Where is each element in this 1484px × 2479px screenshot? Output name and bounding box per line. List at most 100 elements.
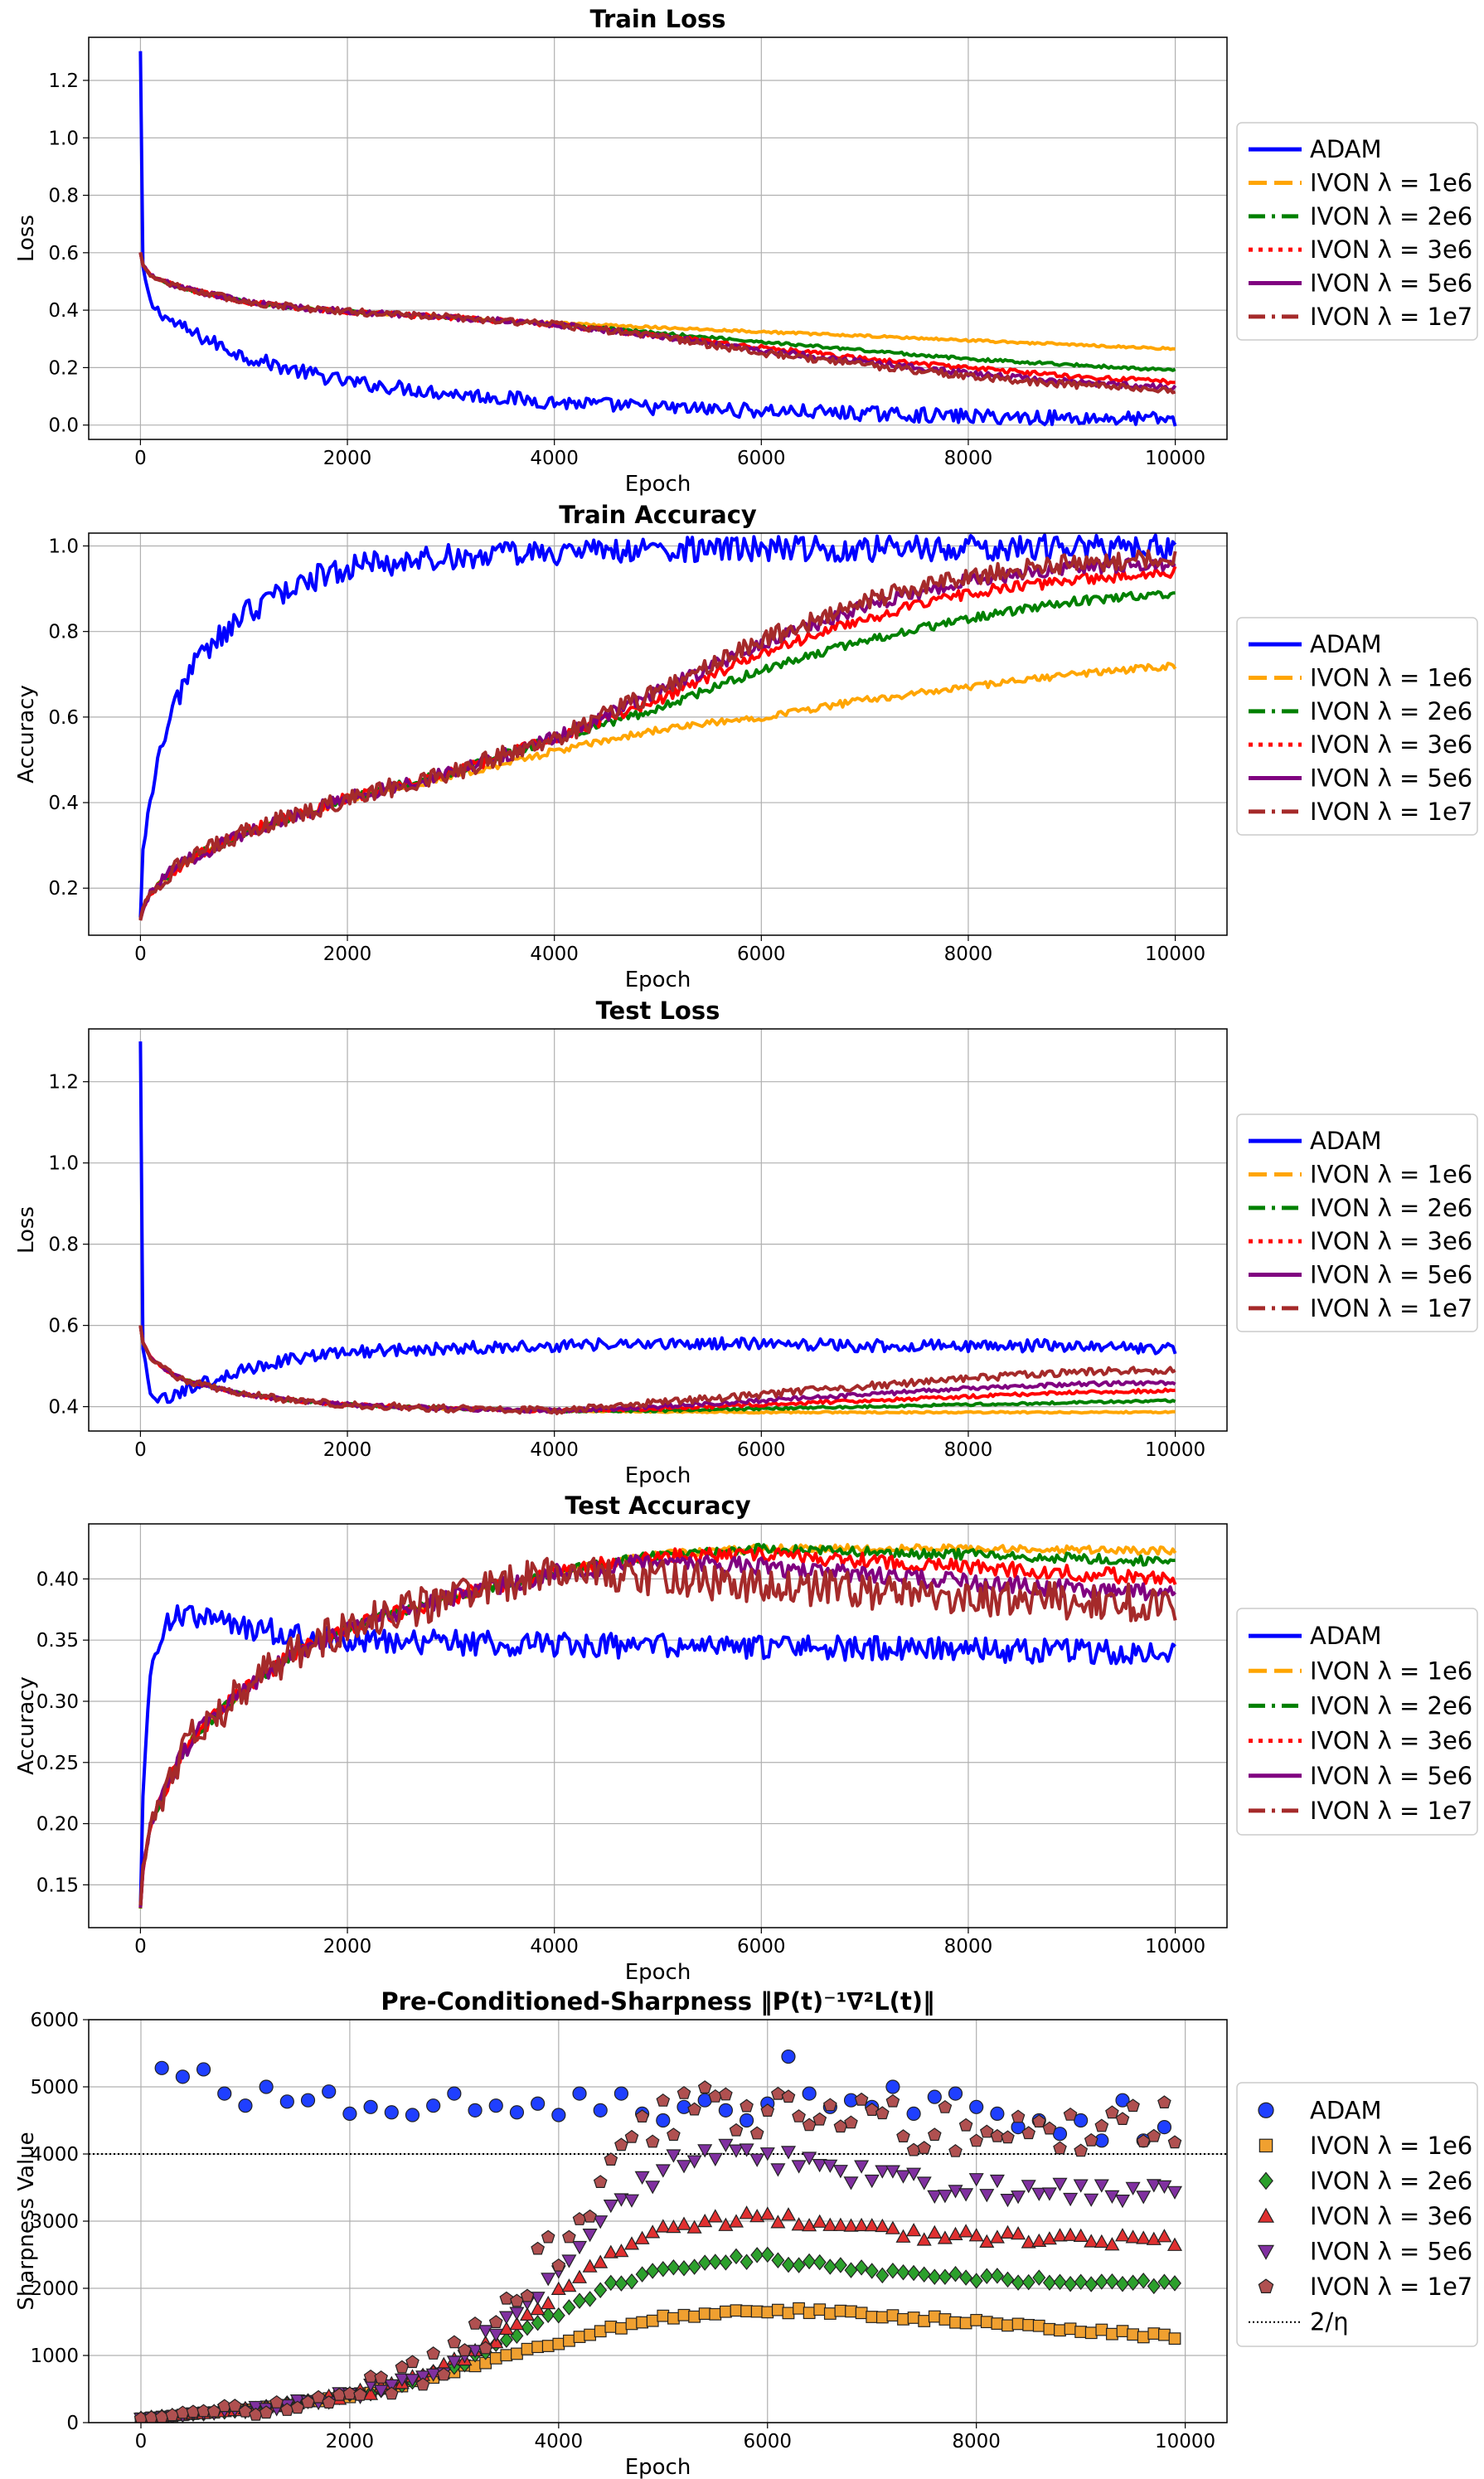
- legend-label: ADAM: [1310, 2096, 1382, 2124]
- data-point: [279, 2094, 294, 2109]
- data-point: [1116, 2325, 1129, 2337]
- data-point: [718, 2217, 734, 2231]
- data-point: [666, 2219, 681, 2234]
- legend-label: IVON λ = 2e6: [1310, 1194, 1472, 1222]
- data-point: [488, 2328, 504, 2342]
- y-tick-label: 0.4: [48, 1397, 79, 1419]
- data-point: [468, 2345, 483, 2359]
- data-point: [793, 2302, 805, 2315]
- data-point: [803, 2253, 817, 2270]
- data-point: [709, 2307, 722, 2321]
- data-point: [855, 2259, 869, 2276]
- y-tick-label: 1.2: [48, 1072, 79, 1094]
- data-point: [509, 2105, 525, 2120]
- data-point: [322, 2084, 337, 2099]
- data-point: [572, 2086, 587, 2101]
- data-point: [1105, 2105, 1119, 2119]
- y-tick-label: 1.0: [48, 1153, 79, 1175]
- data-point: [582, 2229, 598, 2243]
- data-point: [373, 2384, 389, 2399]
- data-point: [832, 2217, 848, 2231]
- data-point: [551, 2307, 565, 2324]
- data-point: [1053, 2273, 1067, 2291]
- x-tick-label: 4000: [530, 944, 579, 965]
- legend: ADAM IVON λ = 1e6 IVON λ = 2e6 IVON λ = 3e6…: [1236, 1608, 1478, 1836]
- legend-label: IVON λ = 1e7: [1310, 1797, 1472, 1825]
- data-point: [623, 2236, 640, 2250]
- data-point: [510, 2327, 524, 2345]
- data-point: [478, 2341, 493, 2355]
- series-line: [138, 1325, 1176, 1414]
- x-tick-label: 6000: [737, 1936, 786, 1957]
- data-point: [604, 2320, 618, 2333]
- data-point: [1147, 2327, 1161, 2340]
- data-point: [1031, 2233, 1047, 2247]
- legend-label: 2/η: [1310, 2308, 1349, 2336]
- data-point: [667, 2312, 680, 2325]
- data-point: [1115, 2093, 1130, 2108]
- data-point: [1074, 2326, 1088, 2338]
- data-point: [979, 2124, 994, 2138]
- legend-label: IVON λ = 5e6: [1310, 1762, 1472, 1790]
- data-point: [760, 2246, 774, 2263]
- data-point: [780, 2207, 797, 2221]
- data-point: [1147, 2128, 1161, 2142]
- data-point: [562, 2299, 576, 2316]
- data-point: [1011, 2226, 1026, 2240]
- data-point: [655, 2164, 671, 2178]
- data-point: [823, 2258, 837, 2275]
- data-point: [1137, 2331, 1150, 2344]
- data-point: [426, 2346, 441, 2360]
- data-point: [405, 2374, 420, 2388]
- data-point: [969, 2099, 984, 2114]
- data-point: [1011, 2317, 1025, 2331]
- data-point: [1053, 2141, 1067, 2155]
- data-point: [771, 2252, 785, 2268]
- data-point: [708, 2253, 722, 2270]
- plot-area: [138, 1041, 1177, 1415]
- data-point: [990, 2128, 1005, 2142]
- x-tick-label: 10000: [1145, 1936, 1205, 1957]
- legend-label: IVON λ = 3e6: [1310, 1227, 1472, 1255]
- legend: ADAM IVON λ = 1e6 IVON λ = 2e6 IVON λ = 3e6…: [1236, 2082, 1478, 2347]
- data-point: [918, 2315, 931, 2327]
- data-point: [1074, 2143, 1089, 2157]
- data-point: [584, 2328, 597, 2341]
- y-tick-label: 0.15: [36, 1875, 79, 1896]
- data-point: [937, 2230, 953, 2244]
- plot-area: [89, 2049, 1227, 2423]
- legend-label: IVON λ = 3e6: [1310, 235, 1472, 264]
- data-point: [1084, 2326, 1098, 2340]
- data-point: [509, 2307, 525, 2321]
- data-point: [989, 2174, 1005, 2189]
- legend-label: IVON λ = 1e6: [1310, 1657, 1472, 1685]
- x-tick-label: 6000: [737, 944, 786, 965]
- data-point: [719, 2254, 733, 2271]
- data-point: [1136, 2190, 1152, 2205]
- data-point: [635, 2266, 649, 2283]
- data-point: [436, 2367, 451, 2381]
- data-point: [1104, 2237, 1120, 2251]
- data-point: [833, 2257, 847, 2273]
- data-point: [468, 2103, 483, 2118]
- data-point: [718, 2103, 733, 2118]
- data-point: [604, 2274, 618, 2292]
- data-point: [906, 2167, 922, 2181]
- series-line: [138, 549, 1177, 921]
- y-tick-label: 0.6: [48, 1316, 79, 1337]
- data-point: [656, 2113, 671, 2128]
- data-point: [593, 2175, 608, 2188]
- data-point: [415, 2370, 431, 2384]
- data-point: [196, 2062, 211, 2077]
- data-point: [447, 2335, 462, 2349]
- data-point: [384, 2379, 400, 2394]
- data-point: [447, 2086, 462, 2101]
- data-point: [730, 2248, 743, 2265]
- data-point: [499, 2331, 513, 2348]
- data-point: [613, 2193, 629, 2207]
- data-point: [770, 2215, 786, 2229]
- legend-label: IVON λ = 5e6: [1310, 269, 1472, 298]
- data-point: [1042, 2121, 1057, 2135]
- data-point: [938, 2268, 952, 2285]
